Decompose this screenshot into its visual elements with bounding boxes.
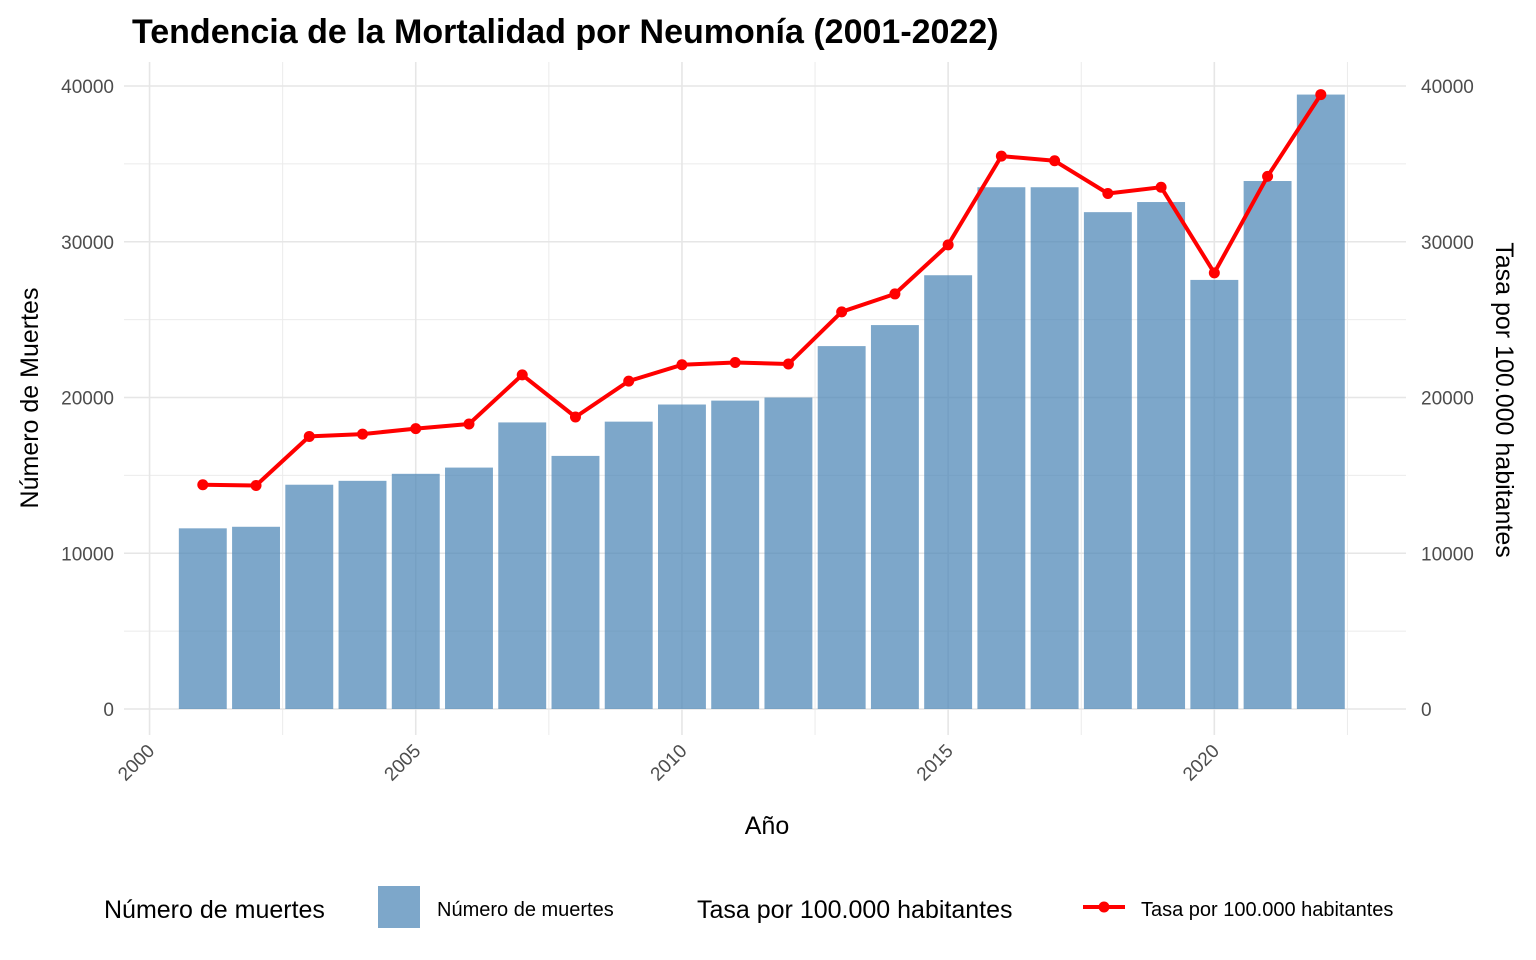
bar [338, 480, 387, 709]
bar [870, 325, 919, 709]
bar [817, 346, 866, 709]
legend-key-point [1098, 901, 1110, 913]
rate-point [410, 423, 422, 435]
bars [178, 94, 1345, 710]
bar [1296, 94, 1345, 709]
y-tick-label: 0 [1421, 700, 1432, 721]
rate-point [516, 369, 528, 381]
bar [391, 473, 440, 709]
legend-title-bars: Número de muertes [104, 896, 325, 924]
y-axis-right: 0 10000 20000 30000 40000 [1421, 77, 1474, 721]
rate-point [197, 479, 209, 491]
rate-point [1102, 187, 1114, 199]
y-axis-left: 0 10000 20000 30000 40000 [61, 77, 114, 721]
x-tick-label: 2005 [381, 741, 426, 786]
rate-point [623, 375, 635, 387]
x-axis-title: Año [745, 812, 789, 840]
rate-point [303, 430, 315, 442]
legend-label-line: Tasa por 100.000 habitantes [1141, 899, 1393, 921]
bar [1190, 279, 1239, 709]
rate-line-path [202, 93, 1323, 488]
rate-point [1155, 181, 1167, 193]
bar [604, 421, 653, 709]
bar [1137, 202, 1186, 709]
bar [498, 422, 547, 709]
bar [551, 455, 600, 709]
y-tick-label: 30000 [61, 233, 114, 254]
y-tick-label: 10000 [61, 544, 114, 565]
x-tick-label: 2020 [1179, 741, 1224, 786]
rate-line [197, 89, 1327, 491]
y-axis-title-left: Número de Muertes [16, 288, 44, 509]
x-tick-label: 2000 [114, 741, 159, 786]
rate-point [250, 479, 262, 491]
rate-point [995, 150, 1007, 162]
rate-point [357, 428, 369, 440]
chart-title: Tendencia de la Mortalidad por Neumonía … [132, 13, 999, 51]
bar [977, 187, 1026, 710]
rate-point [729, 356, 741, 368]
bar [445, 467, 493, 709]
rate-point [889, 288, 901, 300]
rate-point [1262, 170, 1274, 182]
bar [232, 526, 280, 709]
rate-point [782, 358, 794, 370]
rate-point [942, 239, 954, 251]
bar [178, 528, 227, 709]
y-axis-title-right: Tasa por 100.000 habitantes [1490, 242, 1518, 558]
y-tick-label: 40000 [61, 77, 114, 98]
legend-key-bars [378, 886, 420, 928]
x-tick-label: 2010 [647, 741, 692, 786]
bar [764, 397, 813, 709]
bar [285, 484, 334, 709]
y-tick-label: 40000 [1421, 77, 1474, 98]
x-axis: 2000 2005 2010 2015 2020 [114, 741, 1224, 786]
rate-point [569, 411, 581, 423]
bar [1030, 187, 1079, 710]
x-tick-label: 2015 [913, 741, 958, 786]
bar [657, 404, 706, 709]
y-tick-label: 0 [103, 700, 114, 721]
legend-title-line: Tasa por 100.000 habitantes [697, 896, 1013, 924]
bar [924, 275, 973, 709]
y-tick-label: 30000 [1421, 233, 1474, 254]
rate-point [463, 418, 475, 430]
bar [1243, 181, 1292, 709]
y-tick-label: 10000 [1421, 544, 1474, 565]
rate-point [1208, 267, 1220, 279]
legend-label-bars: Número de muertes [437, 899, 614, 921]
y-tick-label: 20000 [1421, 389, 1474, 410]
rate-point [1049, 155, 1061, 167]
y-tick-label: 20000 [61, 389, 114, 410]
rate-point [836, 306, 848, 318]
rate-point [676, 359, 688, 371]
legend: Número de muertes Número de muertes Tasa… [104, 886, 1393, 928]
bar [1083, 212, 1132, 709]
rate-point [1315, 89, 1327, 101]
bar [711, 400, 760, 709]
